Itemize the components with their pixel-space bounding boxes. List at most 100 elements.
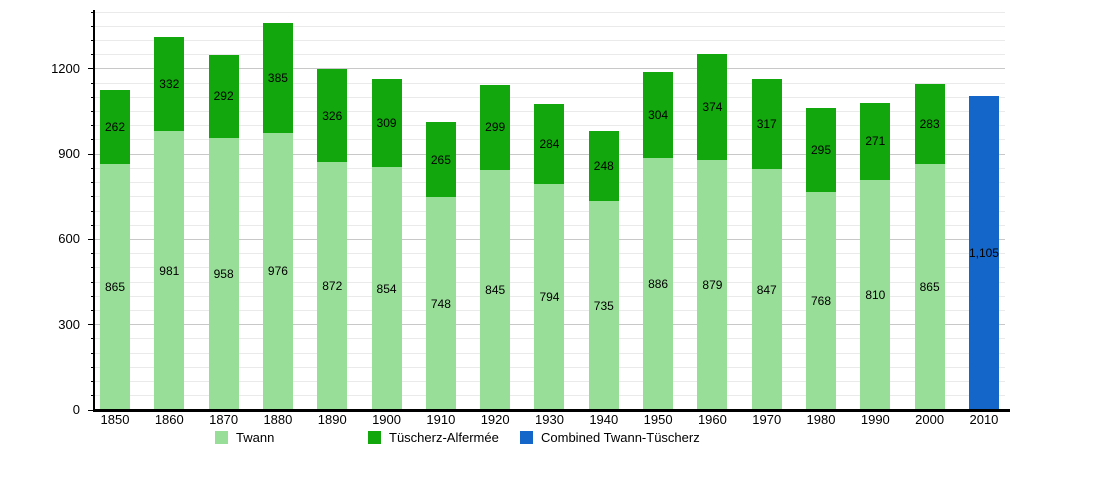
legend-swatch-twann xyxy=(215,431,228,444)
bar-tuscherz-alfermee-1970 xyxy=(751,79,782,170)
bar-value-label: 886 xyxy=(648,277,669,292)
legend-swatch-tuscherz-alfermee xyxy=(368,431,381,444)
x-axis-tick-label: 1890 xyxy=(317,412,347,427)
y-axis-tick xyxy=(88,153,95,155)
y-axis-tick xyxy=(88,324,95,326)
bar-value-label: 284 xyxy=(539,136,560,151)
bar-value-label: 271 xyxy=(865,134,886,149)
bar-value-label: 768 xyxy=(811,293,832,308)
bar-twann-1870 xyxy=(208,137,239,410)
bar-tuscherz-alfermee-1930 xyxy=(534,103,565,185)
y-axis-tick-label: 0 xyxy=(72,402,80,417)
bar-value-label: 385 xyxy=(267,70,288,85)
bar-tuscherz-alfermee-1880 xyxy=(262,23,293,133)
legend-label-twann: Twann xyxy=(236,430,275,445)
x-axis-tick-label: 1930 xyxy=(535,412,564,427)
y-axis-tick xyxy=(88,238,95,240)
bar-tuscherz-alfermee-2000 xyxy=(914,83,945,165)
bar-twann-1890 xyxy=(317,162,348,410)
bar-twann-1970 xyxy=(751,169,782,410)
bar-value-label: 292 xyxy=(213,89,234,104)
bar-twann-2000 xyxy=(914,164,945,410)
y-axis-line xyxy=(93,10,95,412)
bar-value-label: 958 xyxy=(213,266,234,281)
x-axis-tick-label: 1980 xyxy=(806,412,836,427)
bar-value-label: 299 xyxy=(485,120,506,135)
bar-value-label: 845 xyxy=(485,282,506,297)
y-axis-tick-label: 900 xyxy=(58,146,80,162)
bar-twann-1980 xyxy=(806,191,837,410)
bar-tuscherz-alfermee-1940 xyxy=(588,130,619,202)
minor-gridline xyxy=(95,25,1005,27)
bar-twann-1860 xyxy=(154,131,185,410)
minor-gridline xyxy=(95,11,1005,13)
bar-value-label: 865 xyxy=(919,280,940,295)
bar-value-label: 304 xyxy=(648,107,669,122)
minor-gridline xyxy=(95,54,1005,56)
bar-value-label: 326 xyxy=(322,108,343,123)
bar-twann-1850 xyxy=(100,164,130,410)
bar-tuscherz-alfermee-1870 xyxy=(208,54,239,138)
x-axis-tick-label: 1960 xyxy=(697,412,727,427)
x-axis-tick-label: 1850 xyxy=(100,412,130,427)
y-axis-tick xyxy=(88,68,95,70)
bar-tuscherz-alfermee-1860 xyxy=(154,36,185,132)
bar-value-label: 872 xyxy=(322,279,343,294)
y-axis-tick-label: 1200 xyxy=(51,60,80,76)
bar-value-label: 309 xyxy=(376,116,397,131)
bar-value-label: 317 xyxy=(756,117,777,132)
bar-value-label: 879 xyxy=(702,278,723,293)
minor-gridline xyxy=(95,82,1005,84)
x-axis-tick-label: 2000 xyxy=(915,412,945,427)
bar-value-label: 1,105 xyxy=(968,245,999,260)
bar-value-label: 981 xyxy=(159,263,180,278)
bar-tuscherz-alfermee-1850 xyxy=(100,89,130,165)
bar-twann-1990 xyxy=(860,179,891,410)
bar-value-label: 735 xyxy=(593,298,614,313)
bar-value-label: 262 xyxy=(104,119,126,134)
bar-value-label: 865 xyxy=(104,280,126,295)
y-axis-tick-label: 600 xyxy=(58,231,80,247)
major-gridline xyxy=(95,68,1005,70)
minor-gridline xyxy=(95,39,1005,41)
bar-tuscherz-alfermee-1890 xyxy=(317,69,348,163)
legend-label-tuscherz-alfermee: Tüscherz-Alfermée xyxy=(389,430,499,445)
bar-value-label: 283 xyxy=(919,116,940,131)
bar-value-label: 295 xyxy=(811,142,832,157)
x-axis-tick-label: 1880 xyxy=(263,412,293,427)
x-axis-tick-label: 1970 xyxy=(752,412,782,427)
bar-twann-1940 xyxy=(588,201,619,410)
bar-twann-1960 xyxy=(697,160,728,410)
bar-twann-1880 xyxy=(262,132,293,410)
legend-label-combined: Combined Twann-Tüscherz xyxy=(541,430,700,445)
bar-value-label: 976 xyxy=(267,264,288,279)
y-axis-tick-label: 300 xyxy=(58,316,80,332)
x-axis-tick-label: 1870 xyxy=(209,412,239,427)
x-axis-tick-label: 1900 xyxy=(372,412,401,427)
bar-twann-1920 xyxy=(480,169,511,410)
x-axis-tick-label: 2010 xyxy=(969,412,999,427)
bar-tuscherz-alfermee-1950 xyxy=(643,71,674,159)
bar-value-label: 847 xyxy=(756,282,777,297)
y-axis-tick xyxy=(88,409,95,411)
minor-gridline xyxy=(95,96,1005,98)
bar-twann-1930 xyxy=(534,184,565,410)
bar-twann-1910 xyxy=(425,197,456,410)
bar-value-label: 248 xyxy=(593,158,614,173)
bar-tuscherz-alfermee-1960 xyxy=(697,53,728,161)
bar-tuscherz-alfermee-1900 xyxy=(371,79,402,168)
bar-tuscherz-alfermee-1990 xyxy=(860,102,891,180)
x-axis-tick-label: 1920 xyxy=(480,412,510,427)
bar-combined-2010 xyxy=(968,95,999,410)
bar-value-label: 332 xyxy=(159,76,180,91)
bar-twann-1900 xyxy=(371,167,402,410)
bar-value-label: 265 xyxy=(430,152,451,167)
bar-tuscherz-alfermee-1980 xyxy=(806,107,837,192)
x-axis-tick-label: 1990 xyxy=(860,412,890,427)
legend-swatch-combined xyxy=(520,431,533,444)
bar-value-label: 374 xyxy=(702,99,723,114)
x-axis-tick-label: 1940 xyxy=(589,412,619,427)
x-axis-tick-label: 1950 xyxy=(643,412,673,427)
